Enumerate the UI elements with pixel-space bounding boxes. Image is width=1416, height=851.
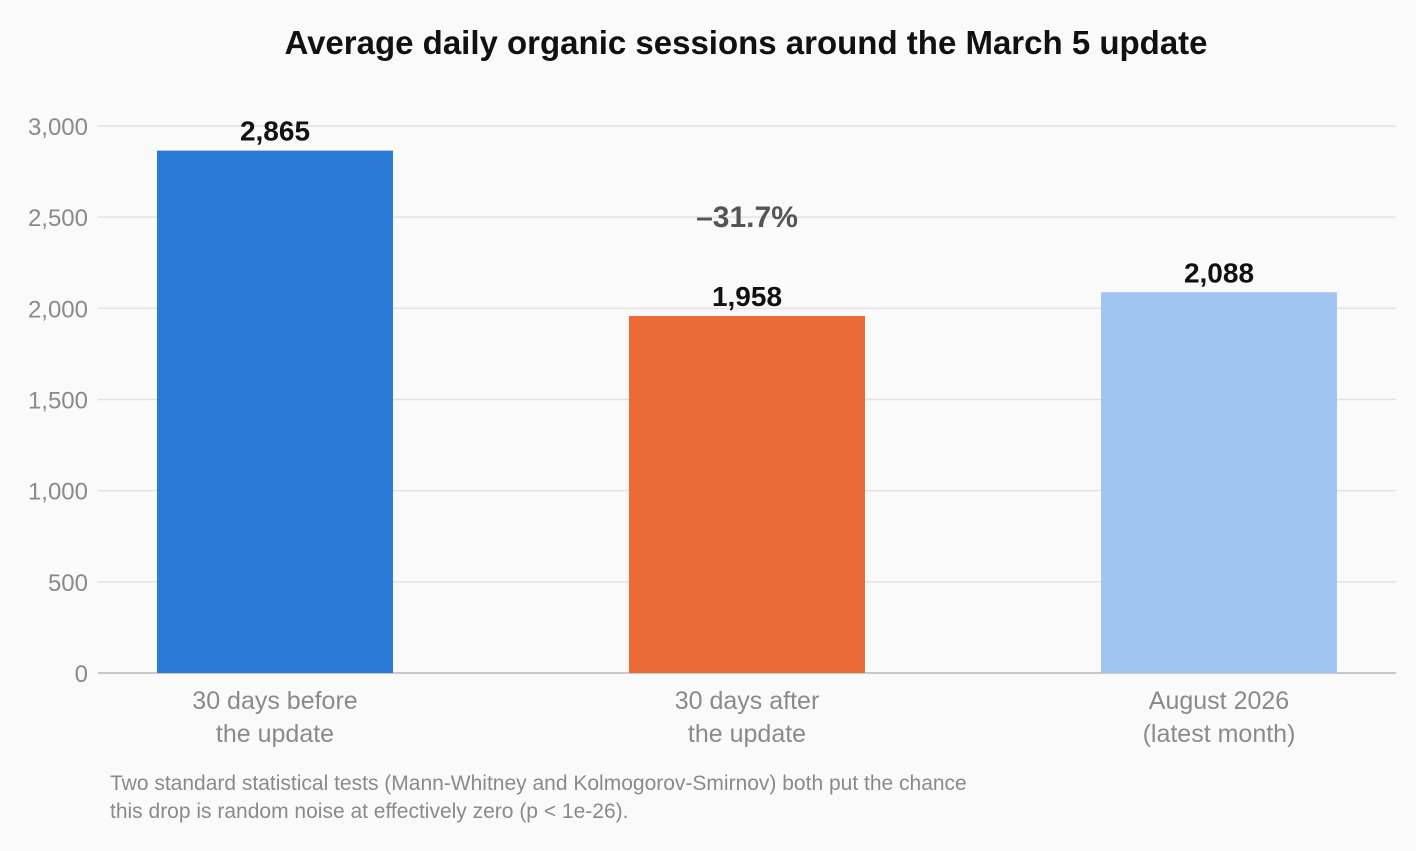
bars (157, 150, 1337, 674)
y-tick-label: 3,000 (28, 114, 88, 141)
bar-value-label: 2,088 (1184, 257, 1254, 288)
percent-change-annotation: –31.7% (696, 201, 798, 234)
y-tick-label: 500 (48, 570, 88, 597)
x-tick-label: 30 days before (192, 687, 357, 715)
annotations: –31.7% (696, 201, 798, 234)
y-tick-label: 2,500 (28, 205, 88, 232)
footnote-line-2: this drop is random noise at effectively… (110, 800, 629, 823)
footnote-line-1: Two standard statistical tests (Mann-Whi… (110, 772, 967, 795)
bar-value-label: 2,865 (240, 116, 310, 147)
y-tick-label: 1,000 (28, 479, 88, 506)
x-tick-label: the update (216, 720, 334, 748)
value-labels: 2,865 1,958 2,088 (240, 116, 1254, 312)
bar (157, 150, 393, 674)
bar (629, 315, 865, 673)
x-tick-label: August 2026 (1149, 687, 1289, 715)
bar (1101, 292, 1337, 673)
x-axis-ticks: 30 days before the update 30 days after the… (192, 687, 1295, 748)
x-tick-label: 30 days after (675, 687, 820, 715)
y-axis-ticks: 0 500 1,000 1,500 2,000 2,500 3,000 (28, 114, 88, 688)
x-tick-label: the update (688, 720, 806, 748)
y-tick-label: 1,500 (28, 388, 88, 415)
y-tick-label: 0 (75, 661, 88, 688)
x-tick-label: (latest month) (1143, 720, 1296, 748)
footnote: Two standard statistical tests (Mann-Whi… (110, 770, 1150, 826)
chart-title: Average daily organic sessions around th… (284, 24, 1207, 61)
y-tick-label: 2,000 (28, 296, 88, 323)
bar-value-label: 1,958 (712, 281, 782, 312)
